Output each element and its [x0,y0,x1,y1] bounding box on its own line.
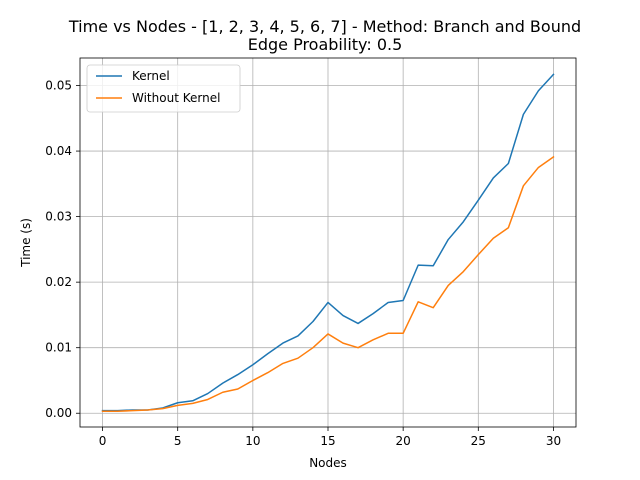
legend-label-without-kernel: Without Kernel [132,91,220,105]
x-tick-label: 30 [546,434,561,448]
x-tick-label: 0 [99,434,107,448]
x-tick-label: 15 [320,434,335,448]
x-tick-label: 20 [396,434,411,448]
y-tick-label: 0.00 [45,406,72,420]
y-tick-label: 0.01 [45,341,72,355]
chart-title: Time vs Nodes - [1, 2, 3, 4, 5, 6, 7] - … [68,17,581,36]
x-axis-label: Nodes [309,456,347,470]
y-axis-ticks: 0.00 0.01 0.02 0.03 0.04 0.05 [45,79,80,420]
series-lines [101,73,555,413]
y-tick-label: 0.02 [45,275,72,289]
y-tick-label: 0.03 [45,210,72,224]
y-tick-label: 0.04 [45,144,72,158]
legend-label-kernel: Kernel [132,69,170,83]
x-tick-label: 5 [174,434,182,448]
series-line-without-kernel [101,155,555,413]
x-tick-label: 25 [471,434,486,448]
x-axis-ticks: 0 5 10 15 20 25 30 [99,427,561,448]
series-line-kernel [101,73,555,412]
legend-box [86,64,241,113]
chart-subtitle: Edge Proability: 0.5 [248,35,403,54]
x-tick-label: 10 [245,434,260,448]
legend: Kernel Without Kernel [86,64,241,113]
y-axis-label: Time (s) [19,218,33,268]
y-tick-label: 0.05 [45,79,72,93]
